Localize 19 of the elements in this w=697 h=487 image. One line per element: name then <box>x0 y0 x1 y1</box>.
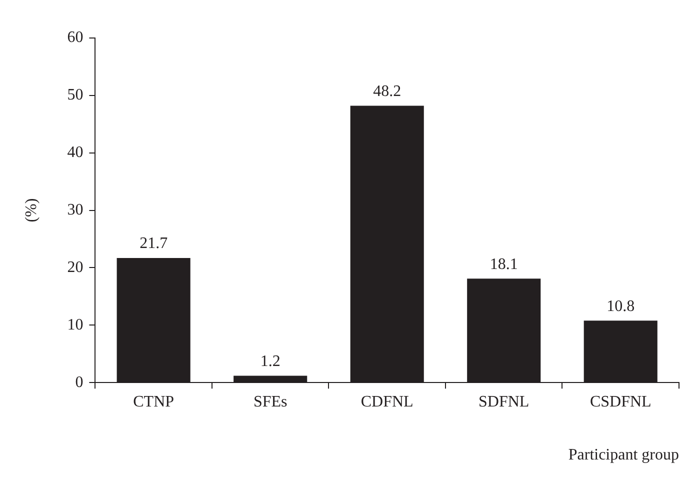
y-tick-label: 20 <box>67 258 84 276</box>
x-tick-label: SDFNL <box>478 393 530 410</box>
y-tick-label: 30 <box>67 202 84 219</box>
data-label: 1.2 <box>260 352 280 370</box>
data-label: 10.8 <box>606 298 635 315</box>
data-label: 48.2 <box>373 82 402 100</box>
y-tick-label: 40 <box>67 144 84 162</box>
x-tick-label: CDFNL <box>360 393 414 410</box>
x-axis-title: Participant group <box>568 446 679 464</box>
data-label: 21.7 <box>140 235 168 252</box>
data-label: 18.1 <box>490 256 518 273</box>
y-tick-label: 10 <box>67 316 84 334</box>
y-tick-label: 0 <box>75 374 84 391</box>
y-axis-title: (%) <box>22 198 40 222</box>
x-tick-label: SFEs <box>253 393 288 410</box>
x-tick-label: CSDFNL <box>590 393 652 410</box>
x-tick-label: CTNP <box>133 393 174 410</box>
y-tick-label: 50 <box>67 86 84 104</box>
y-tick-label: 60 <box>67 29 84 46</box>
